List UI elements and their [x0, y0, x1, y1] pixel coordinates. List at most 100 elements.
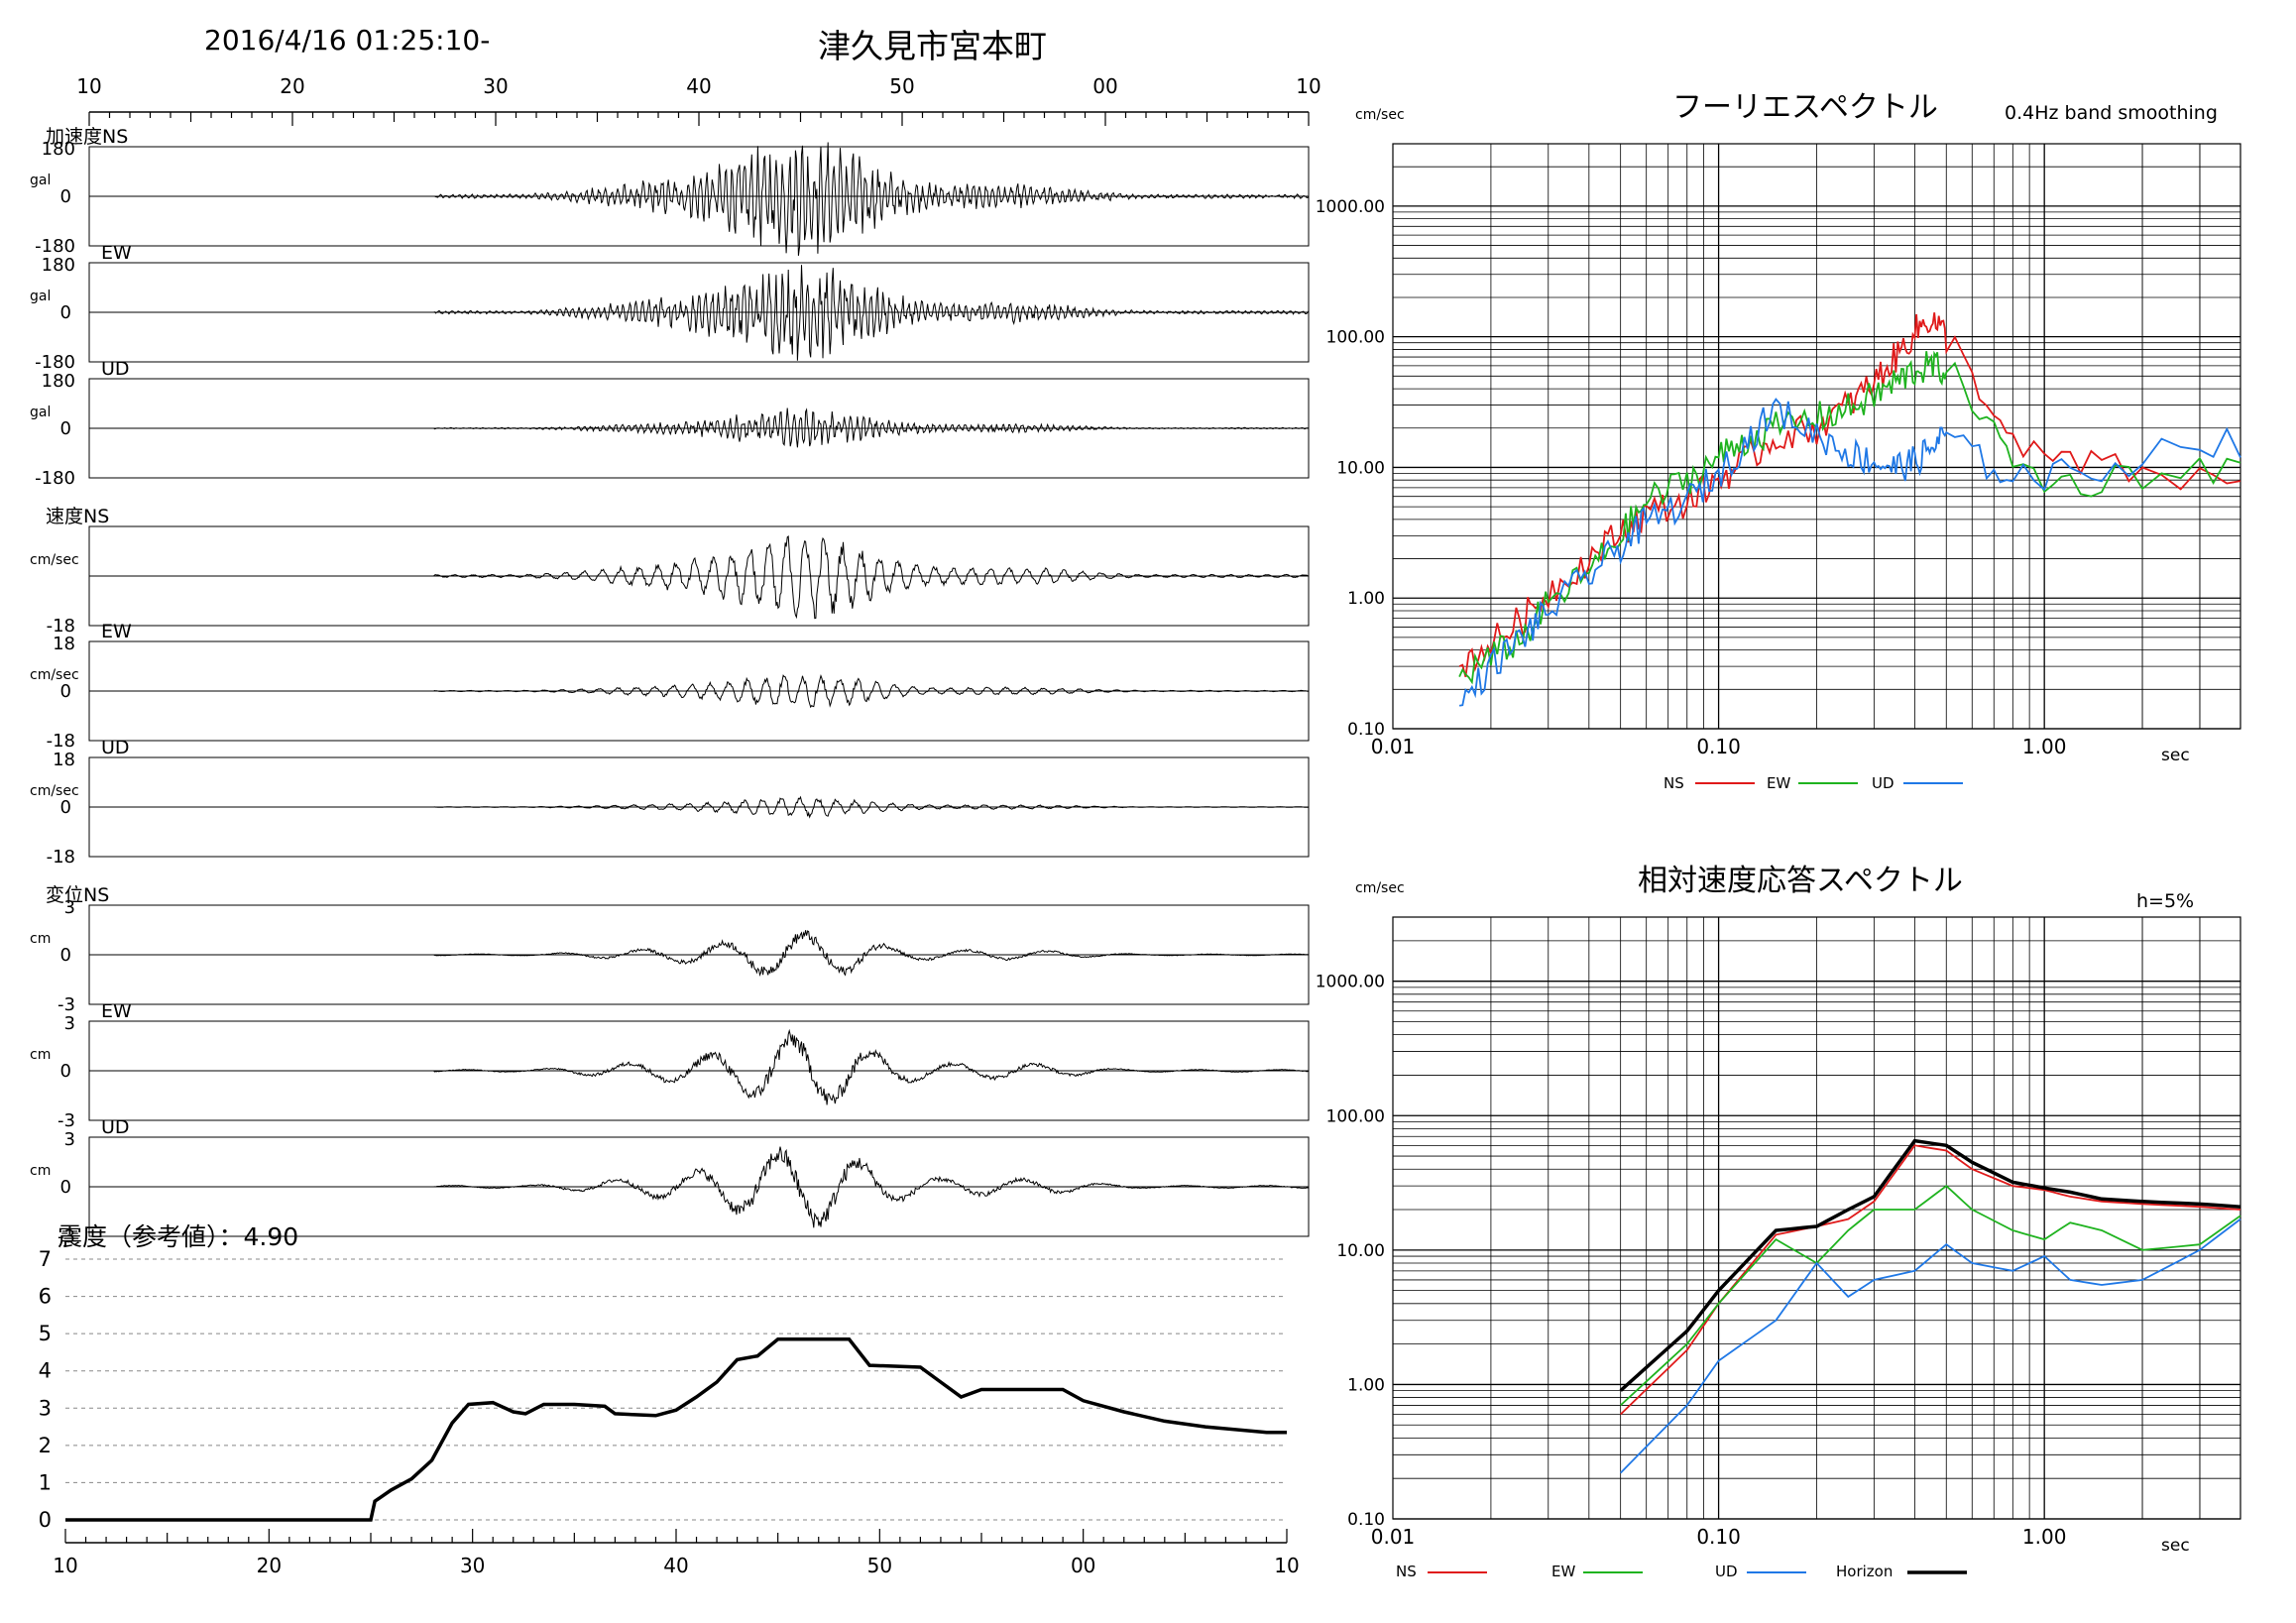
unit-label: cm/sec [30, 667, 79, 683]
time-tick-label: 50 [889, 74, 914, 98]
x-tick-label: 0.01 [1371, 1525, 1416, 1549]
waveform-panel: 速度NS -18 cm/sec [30, 506, 1310, 637]
y-unit-label: cm/sec [1355, 880, 1405, 896]
component-label: UD [101, 737, 130, 758]
y-zero-label: 0 [60, 1061, 71, 1082]
waveform-trace [89, 930, 1310, 978]
waveform-trace [89, 535, 1310, 620]
y-tick-label: 1.00 [1347, 1375, 1385, 1395]
waveform-trace [89, 407, 1310, 448]
intensity-y-label: 2 [39, 1434, 52, 1457]
intensity-trace [65, 1337, 1287, 1522]
y-tick-label: 1.00 [1347, 589, 1385, 609]
waveform-panel: UD 18 0 -18 cm/sec [30, 737, 1310, 868]
y-zero-label: 0 [60, 186, 71, 207]
series-ew-line [1458, 350, 2241, 685]
waveform-trace [89, 265, 1310, 361]
series-ns-line [1620, 1144, 2241, 1416]
intensity-y-label: 5 [39, 1322, 52, 1345]
y-tick-label: 0.10 [1347, 1510, 1385, 1530]
y-tick-label: 10.00 [1336, 1241, 1385, 1261]
y-max-label: 180 [42, 371, 75, 392]
legend-label: UD [1872, 774, 1894, 792]
time-tick-label: 30 [483, 74, 508, 98]
component-label: EW [101, 242, 132, 264]
datetime-label: 2016/4/16 01:25:10- [204, 24, 491, 57]
series-ud-line [1620, 1217, 2241, 1474]
y-zero-label: 0 [60, 797, 71, 818]
station-title: 津久見市宮本町 [818, 27, 1047, 65]
legend-label: UD [1715, 1563, 1738, 1580]
unit-label: gal [30, 405, 51, 420]
y-min-label: -180 [35, 352, 75, 373]
time-tick-label: 40 [686, 74, 711, 98]
y-max-label: 3 [64, 1013, 75, 1034]
component-label: UD [101, 1116, 130, 1138]
y-tick-label: 10.00 [1336, 458, 1385, 478]
time-tick-label: 20 [257, 1554, 282, 1577]
x-unit-label: sec [2161, 1536, 2190, 1556]
y-zero-label: 0 [60, 945, 71, 966]
y-min-label: -3 [57, 1110, 75, 1131]
waveform-panel: UD 3 0 -3 cm [30, 1116, 1310, 1247]
intensity-y-label: 1 [39, 1470, 52, 1494]
y-min-label: -180 [35, 468, 75, 489]
fourier-spectrum-chart: 0.101.0010.00100.001000.000.010.101.0010… [1316, 90, 2241, 792]
waveform-trace [89, 1028, 1310, 1105]
unit-label: cm [30, 931, 51, 947]
y-min-label: -180 [35, 236, 75, 257]
y-min-label: -18 [47, 731, 75, 752]
waveform-trace [89, 795, 1310, 819]
intensity-y-label: 7 [39, 1247, 52, 1271]
y-min-label: -3 [57, 1226, 75, 1247]
unit-label: cm/sec [30, 552, 79, 568]
legend-label: NS [1664, 774, 1684, 792]
y-max-label: 3 [64, 1129, 75, 1150]
y-max-label: 180 [42, 255, 75, 276]
response-title: 相対速度応答スペクトル [1638, 864, 1963, 898]
x-unit-label: sec [2161, 746, 2190, 765]
waveform-trace [89, 673, 1310, 709]
waveform-section: 10 20 30 40 50 00 10加速度NS1800-180galEW1800-180… [30, 74, 1321, 1247]
unit-label: cm [30, 1047, 51, 1063]
y-tick-label: 100.00 [1326, 1106, 1385, 1126]
waveform-panel: EW 180 0 -180 gal [30, 242, 1310, 373]
time-tick-label: 10 [1274, 1554, 1299, 1577]
y-max-label: 180 [42, 139, 75, 160]
waveform-trace [89, 1146, 1310, 1228]
intensity-section: 震度（参考値）：4.90 0 1 2 3 4 5 6 7 10 20 30 40 50 00 10 [39, 1222, 1300, 1577]
y-max-label: 18 [53, 750, 75, 770]
unit-label: cm/sec [30, 783, 79, 799]
y-min-label: -18 [47, 847, 75, 868]
time-tick-label: 00 [1071, 1554, 1095, 1577]
y-zero-label: 0 [60, 1177, 71, 1198]
component-label: 変位NS [46, 884, 109, 906]
waveform-trace [89, 142, 1310, 256]
unit-label: gal [30, 289, 51, 304]
y-unit-label: cm/sec [1355, 107, 1405, 123]
waveform-panel: UD 180 0 -180 gal [30, 358, 1310, 489]
time-tick-label: 50 [867, 1554, 892, 1577]
intensity-y-label: 6 [39, 1285, 52, 1309]
intensity-y-label: 4 [39, 1359, 52, 1383]
component-label: EW [101, 621, 132, 642]
time-tick-label: 10 [76, 74, 101, 98]
fourier-title: フーリエスペクトル [1672, 90, 1938, 125]
legend-label: EW [1551, 1563, 1575, 1580]
y-tick-label: 1000.00 [1316, 973, 1385, 992]
damping-label: h=5% [2136, 890, 2194, 912]
y-zero-label: 0 [60, 681, 71, 702]
y-max-label: 18 [53, 634, 75, 654]
time-tick-label: 00 [1092, 74, 1117, 98]
unit-label: cm [30, 1163, 51, 1179]
waveform-panel: EW 18 0 -18 cm/sec [30, 621, 1310, 752]
y-min-label: -18 [47, 616, 75, 637]
x-tick-label: 0.10 [1696, 1525, 1741, 1549]
time-tick-label: 10 [1296, 74, 1320, 98]
y-tick-label: 100.00 [1326, 328, 1385, 348]
series-ud-line [1458, 398, 2241, 707]
legend-label: EW [1767, 774, 1790, 792]
component-label: EW [101, 1000, 132, 1022]
legend-label: NS [1396, 1563, 1417, 1580]
